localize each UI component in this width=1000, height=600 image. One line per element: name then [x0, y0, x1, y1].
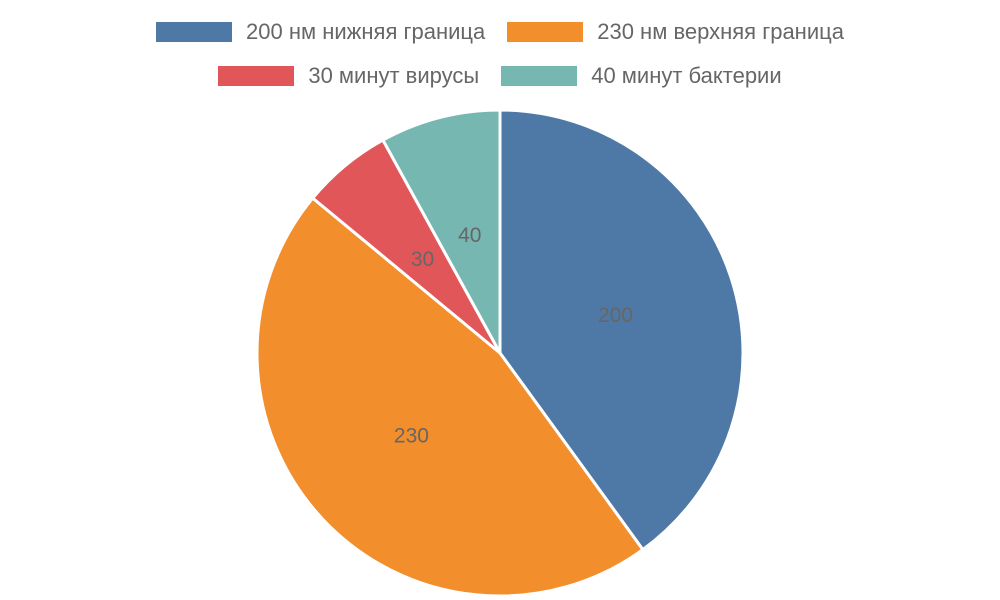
legend-item-viruses[interactable]: 30 минут вирусы — [218, 63, 479, 89]
legend-label-upper-bound: 230 нм верхняя граница — [597, 19, 844, 44]
legend-swatch-lower-bound — [156, 22, 233, 42]
slice-viruses-value-label: 30 — [411, 248, 434, 271]
legend-label-viruses: 30 минут вирусы — [308, 63, 480, 88]
slice-bacteria-value-label: 40 — [458, 224, 481, 247]
legend-item-bacteria[interactable]: 40 минут бактерии — [501, 63, 782, 89]
slice-lower-bound[interactable] — [498, 108, 745, 552]
legend-swatch-bacteria — [501, 66, 578, 86]
legend-label-bacteria: 40 минут бактерии — [591, 63, 782, 88]
legend-label-lower-bound: 200 нм нижняя граница — [246, 19, 486, 44]
slice-bacteria[interactable] — [381, 108, 502, 355]
legend-item-lower-bound[interactable]: 200 нм нижняя граница — [156, 19, 485, 45]
legend-row-top: 200 нм нижняя граница 230 нм верхняя гра… — [0, 14, 1000, 50]
slice-upper-bound-value-label: 230 — [394, 425, 429, 448]
slice-lower-bound-value-label: 200 — [598, 304, 633, 327]
legend-row-bottom: 30 минут вирусы 40 минут бактерии — [0, 58, 1000, 94]
legend-swatch-viruses — [218, 66, 295, 86]
pie-slices — [255, 108, 745, 598]
pie-slice-labels: 200 230 30 40 — [394, 224, 633, 448]
slice-upper-bound[interactable] — [255, 196, 645, 598]
legend-swatch-upper-bound — [507, 22, 584, 42]
legend-item-upper-bound[interactable]: 230 нм верхняя граница — [507, 19, 844, 45]
